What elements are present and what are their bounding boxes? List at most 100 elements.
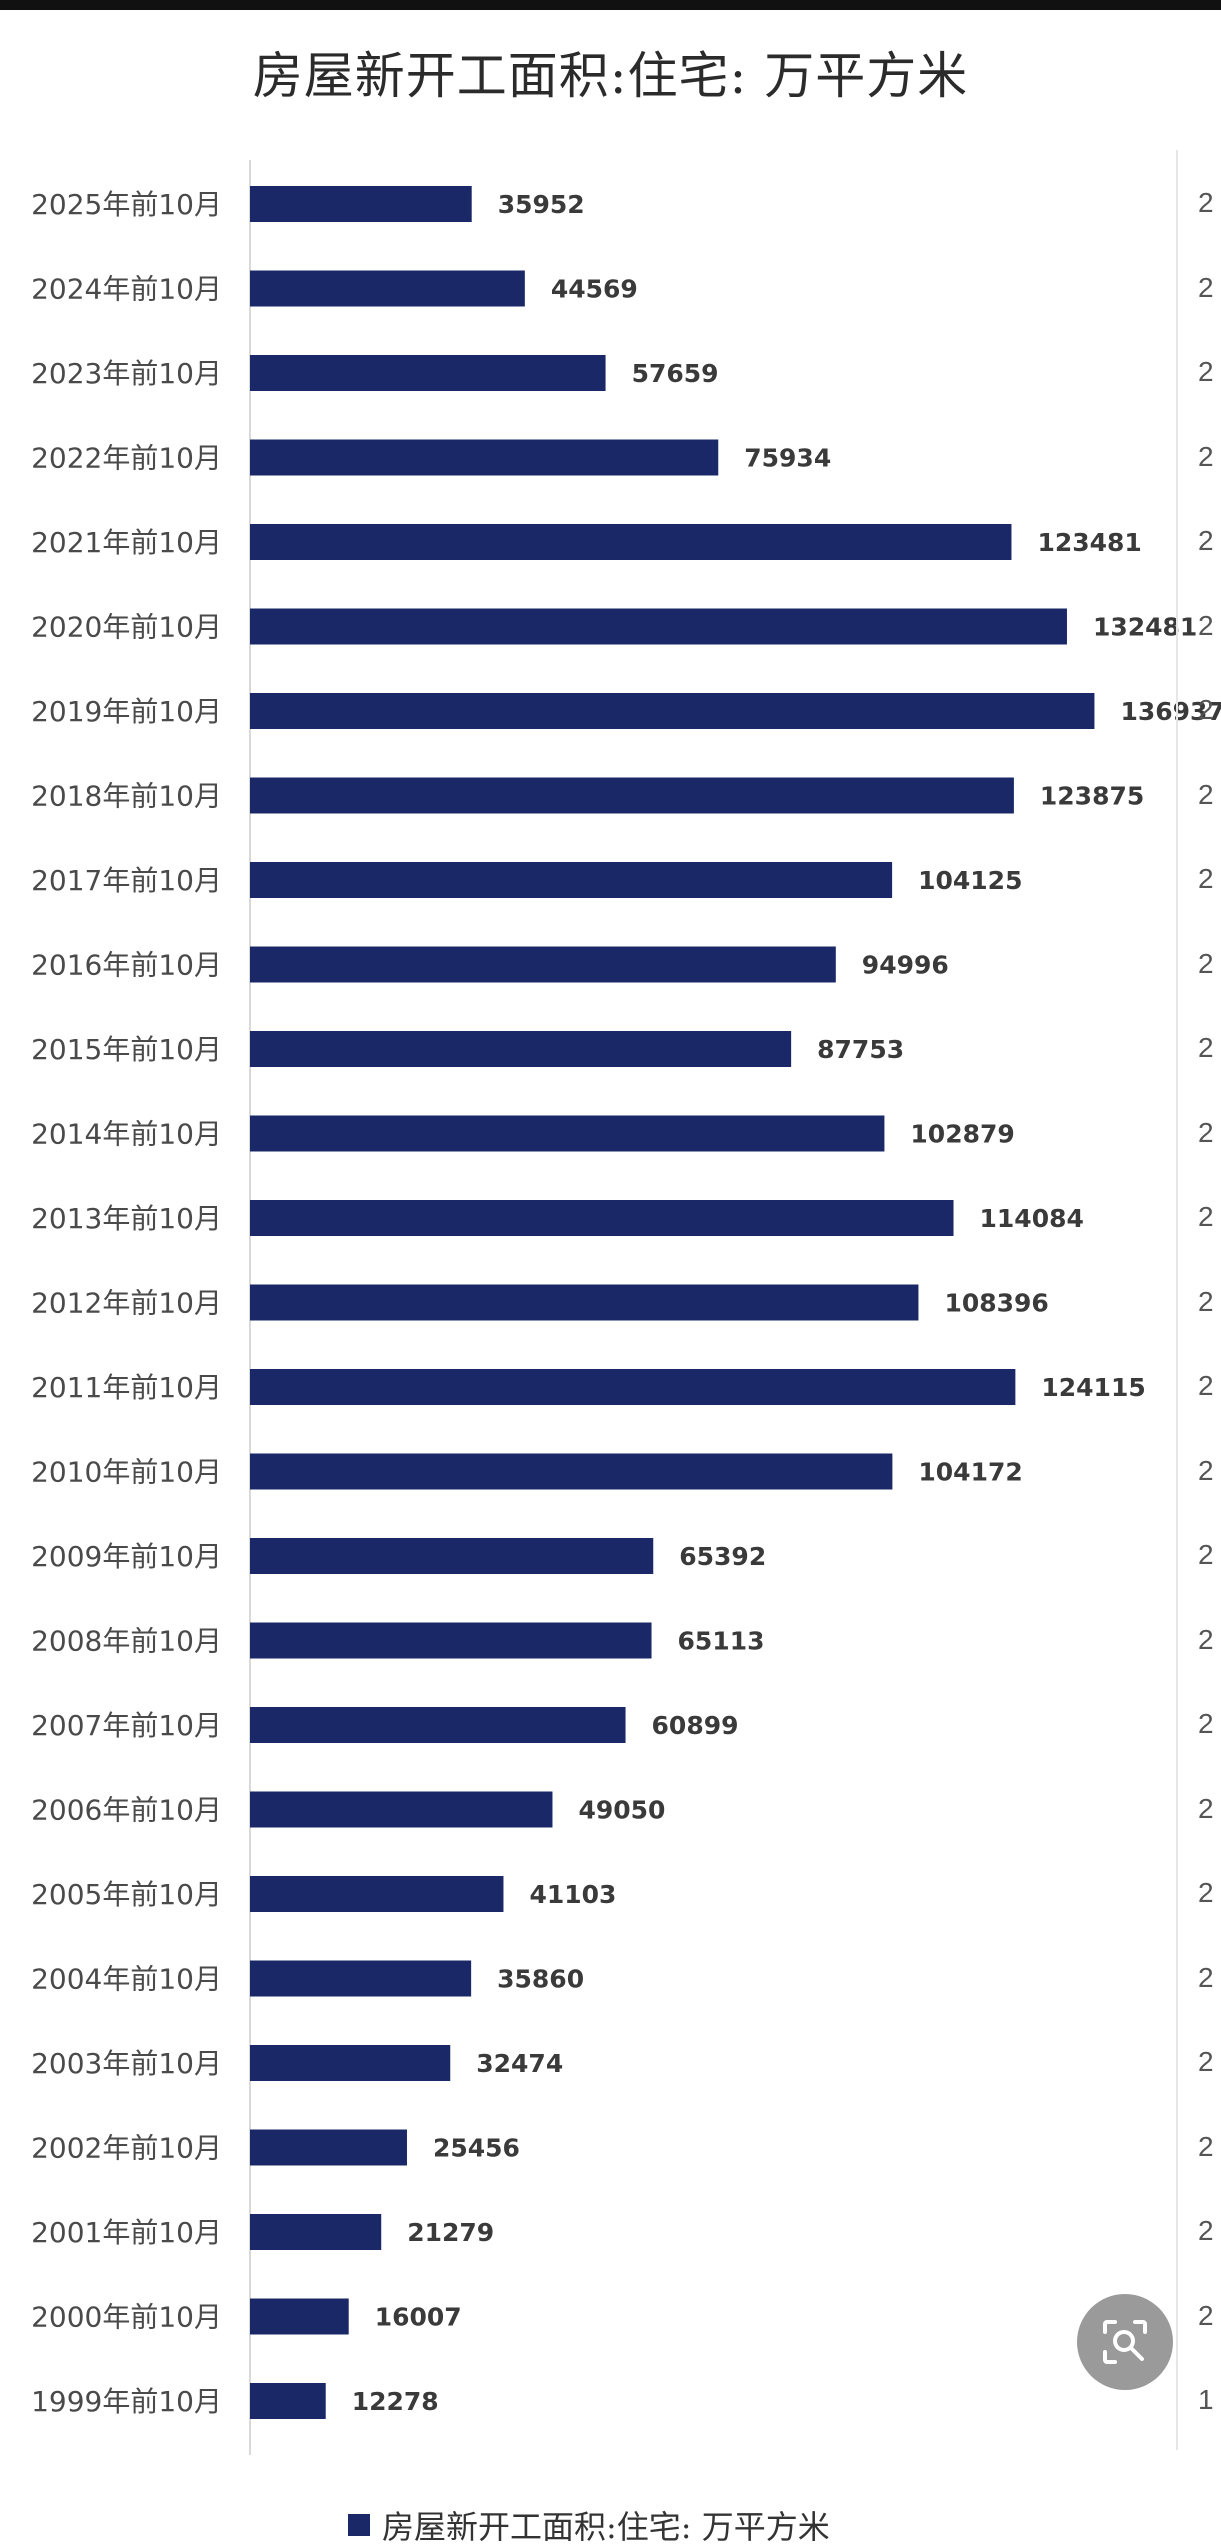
value-label: 132481 xyxy=(1093,613,1197,642)
value-label: 35952 xyxy=(498,190,585,219)
category-label: 2025年前10月 xyxy=(31,188,222,221)
category-label: 2015年前10月 xyxy=(31,1033,222,1066)
right-edge-tick: 2 xyxy=(1198,2215,1214,2246)
value-label: 60899 xyxy=(652,1711,739,1740)
bar xyxy=(250,1031,792,1067)
legend: 房屋新开工面积:住宅: 万平方米 xyxy=(348,2502,830,2548)
right-edge-tick: 2 xyxy=(1198,609,1214,641)
bar xyxy=(250,524,1012,560)
category-label: 2016年前10月 xyxy=(31,949,222,982)
bar xyxy=(250,2383,326,2419)
value-labels: 35952 44569 57659 75934 123481 132481 136937 12… xyxy=(352,190,1221,2416)
value-label: 44569 xyxy=(551,275,638,304)
image-search-icon xyxy=(1103,2320,1147,2364)
value-label: 87753 xyxy=(817,1035,904,1064)
bar xyxy=(250,1538,654,1574)
bar xyxy=(250,1369,1016,1405)
category-label: 2012年前10月 xyxy=(31,1287,222,1320)
bar xyxy=(250,1115,885,1152)
bar xyxy=(250,862,893,898)
bar xyxy=(250,2045,451,2081)
right-edge-tick: 2 xyxy=(1198,2130,1214,2162)
bar xyxy=(250,1284,919,1321)
bars xyxy=(250,186,1095,2419)
right-edge-tick: 2 xyxy=(1198,1961,1214,1993)
right-divider xyxy=(1176,150,1178,2450)
value-label: 41103 xyxy=(529,1880,616,1909)
category-label: 2009年前10月 xyxy=(31,1540,222,1573)
category-label: 2000年前10月 xyxy=(31,2301,222,2334)
right-edge-ticks: 2 2 2 2 2 2 2 2 2 2 2 2 2 2 2 2 2 2 2 2 2 2 2 2 2 2 1 xyxy=(1198,0,1221,2539)
value-label: 35860 xyxy=(497,1965,584,1994)
category-labels: 2025年前10月 2024年前10月 2023年前10月 2022年前10月 2021… xyxy=(31,188,222,2418)
bar xyxy=(250,270,525,307)
category-label: 2022年前10月 xyxy=(31,442,222,475)
category-label: 2003年前10月 xyxy=(31,2047,222,2080)
category-label: 2005年前10月 xyxy=(31,1878,222,1911)
bar xyxy=(250,439,719,476)
bar xyxy=(250,608,1067,645)
value-label: 94996 xyxy=(862,951,949,980)
category-label: 2001年前10月 xyxy=(31,2216,222,2249)
legend-label: 房屋新开工面积:住宅: 万平方米 xyxy=(382,2508,830,2546)
value-label: 57659 xyxy=(632,359,719,388)
right-edge-tick: 2 xyxy=(1198,778,1214,810)
value-label: 49050 xyxy=(578,1796,665,1825)
category-label: 2010年前10月 xyxy=(31,1456,222,1489)
top-bar xyxy=(0,0,1221,10)
image-search-button[interactable] xyxy=(1077,2294,1173,2390)
value-label: 32474 xyxy=(476,2049,563,2078)
right-edge-tick: 2 xyxy=(1198,271,1214,303)
legend-swatch xyxy=(348,2514,370,2536)
right-edge-tick: 2 xyxy=(1198,1370,1214,1401)
value-label: 124115 xyxy=(1041,1373,1145,1402)
right-edge-tick: 2 xyxy=(1198,525,1214,556)
bar xyxy=(250,1622,652,1659)
bar xyxy=(250,2129,407,2166)
bar xyxy=(250,2214,382,2250)
category-label: 2020年前10月 xyxy=(31,611,222,644)
value-label: 114084 xyxy=(980,1204,1084,1233)
category-label: 2013年前10月 xyxy=(31,1202,222,1235)
right-edge-tick: 2 xyxy=(1198,440,1214,472)
category-label: 1999年前10月 xyxy=(31,2385,222,2418)
bar xyxy=(250,693,1095,729)
bar xyxy=(250,1960,472,1997)
value-label: 12278 xyxy=(352,2387,439,2416)
right-edge-tick: 2 xyxy=(1198,2046,1214,2077)
bar xyxy=(250,355,606,391)
value-label: 104172 xyxy=(918,1458,1022,1487)
bar xyxy=(250,1453,893,1490)
category-label: 2014年前10月 xyxy=(31,1118,222,1151)
bar xyxy=(250,1791,553,1828)
right-edge-tick: 2 xyxy=(1198,694,1214,725)
value-label: 123481 xyxy=(1037,528,1141,557)
right-edge-tick: 2 xyxy=(1198,356,1214,387)
bar xyxy=(250,1200,954,1236)
category-label: 2019年前10月 xyxy=(31,695,222,728)
right-edge-tick: 2 xyxy=(1198,947,1214,979)
right-edge-tick: 2 xyxy=(1198,1708,1214,1739)
value-label: 65392 xyxy=(679,1542,766,1571)
value-label: 136937 xyxy=(1120,697,1221,726)
right-edge-tick: 2 xyxy=(1198,1623,1214,1655)
right-edge-tick: 2 xyxy=(1198,1877,1214,1908)
right-edge-tick: 2 xyxy=(1198,1539,1214,1570)
bar xyxy=(250,1876,504,1912)
bar xyxy=(250,186,472,222)
value-label: 104125 xyxy=(918,866,1022,895)
category-label: 2023年前10月 xyxy=(31,357,222,390)
bar xyxy=(250,2298,349,2335)
category-label: 2011年前10月 xyxy=(31,1371,222,1404)
value-label: 65113 xyxy=(678,1627,765,1656)
value-label: 25456 xyxy=(433,2134,520,2163)
value-label: 75934 xyxy=(744,444,831,473)
category-label: 2002年前10月 xyxy=(31,2132,222,2165)
category-label: 2021年前10月 xyxy=(31,526,222,559)
right-edge-tick: 2 xyxy=(1198,863,1214,894)
category-label: 2024年前10月 xyxy=(31,273,222,306)
right-edge-tick: 2 xyxy=(1198,1201,1214,1232)
right-edge-tick: 2 xyxy=(1198,1032,1214,1063)
right-edge-tick: 2 xyxy=(1198,2299,1214,2331)
